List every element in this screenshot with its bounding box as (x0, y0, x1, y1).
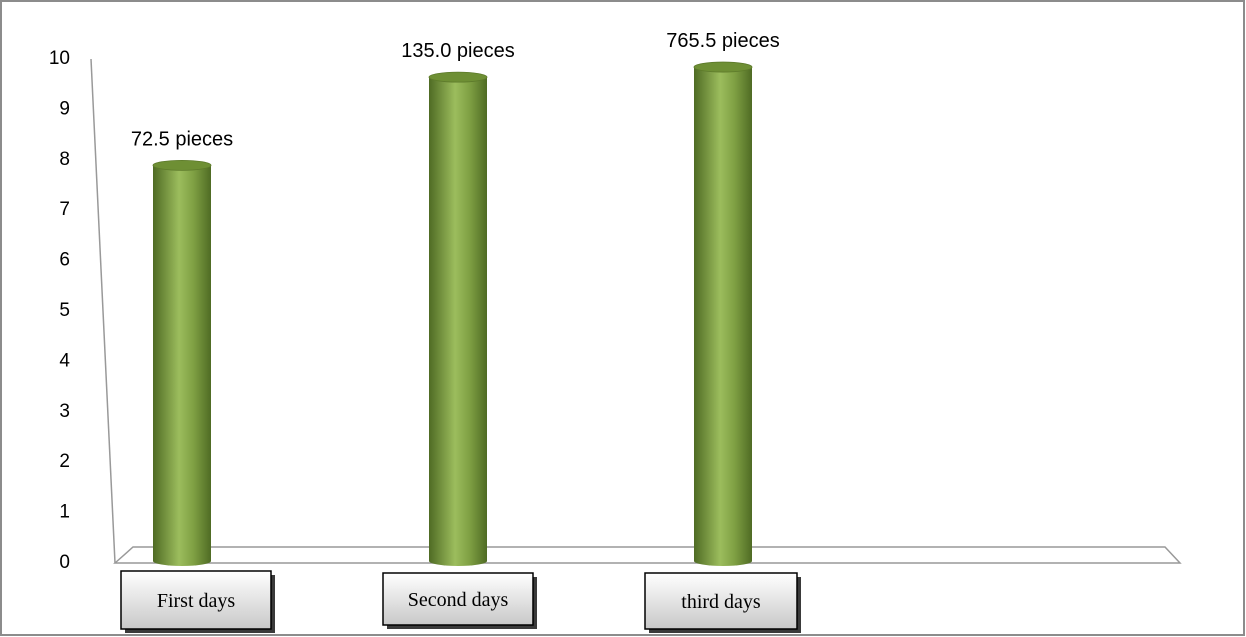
category-text: First days (157, 590, 236, 612)
data-labels: 72.5 pieces 135.0 pieces 765.5 pieces (131, 30, 780, 150)
axes (90, 58, 1182, 564)
category-box (382, 572, 534, 626)
category-box (644, 572, 798, 630)
y-axis-line (90, 58, 116, 564)
y-tick-label: 1 (59, 502, 70, 523)
y-tick-label: 10 (49, 48, 70, 69)
y-tick-labels: 0 1 2 3 4 5 6 7 8 9 10 (49, 48, 71, 573)
bar-top (693, 61, 753, 73)
category-label: third days (644, 572, 801, 633)
bars (152, 61, 753, 567)
category-text: third days (681, 591, 761, 613)
category-label: First days (120, 570, 275, 633)
category-text: Second days (408, 589, 509, 611)
data-label: 135.0 pieces (401, 40, 514, 62)
y-tick-label: 7 (59, 199, 70, 220)
bar-body (694, 67, 752, 566)
y-tick-label: 5 (59, 300, 70, 321)
y-tick-label: 0 (59, 552, 70, 573)
y-tick-label: 6 (59, 250, 70, 271)
y-tick-label: 8 (59, 149, 70, 170)
bar (428, 71, 488, 566)
category-labels: First days Second days third days (120, 570, 801, 633)
bar-body (429, 77, 487, 566)
y-tick-label: 4 (59, 350, 70, 371)
bar-body (153, 165, 211, 567)
category-label: Second days (382, 572, 537, 629)
floor-plane (113, 546, 1182, 564)
y-tick-label: 2 (59, 451, 70, 472)
bar-top (428, 71, 488, 83)
data-label: 72.5 pieces (131, 128, 233, 150)
bar (152, 159, 212, 567)
y-tick-label: 9 (59, 98, 70, 119)
y-tick-label: 3 (59, 401, 70, 422)
data-label: 765.5 pieces (666, 30, 779, 52)
bar (693, 61, 753, 566)
bar-top (152, 159, 212, 171)
category-box (120, 570, 272, 630)
